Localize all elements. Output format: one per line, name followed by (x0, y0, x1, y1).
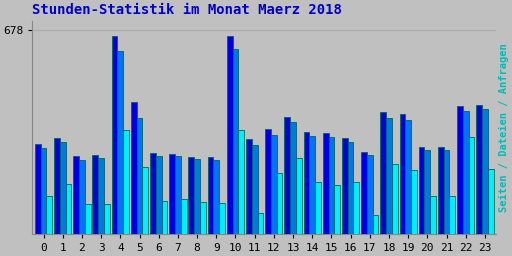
Bar (252, 145, 258, 234)
Bar (430, 196, 436, 234)
Bar (208, 157, 214, 234)
Bar (438, 147, 443, 234)
Bar (156, 156, 162, 234)
Bar (79, 160, 85, 234)
Bar (162, 200, 167, 234)
Bar (112, 36, 117, 234)
Bar (443, 150, 450, 234)
Bar (175, 156, 181, 234)
Bar (342, 138, 348, 234)
Bar (290, 122, 296, 234)
Bar (54, 138, 60, 234)
Bar (265, 129, 271, 234)
Bar (488, 169, 494, 234)
Bar (463, 111, 468, 234)
Bar (323, 133, 329, 234)
Bar (468, 137, 474, 234)
Bar (367, 155, 373, 234)
Bar (238, 130, 244, 234)
Bar (329, 137, 334, 234)
Bar (181, 199, 186, 234)
Bar (373, 215, 378, 234)
Bar (315, 183, 321, 234)
Bar (142, 167, 148, 234)
Bar (40, 148, 47, 234)
Bar (131, 102, 137, 234)
Bar (104, 204, 110, 234)
Bar (169, 154, 175, 234)
Bar (60, 142, 66, 234)
Bar (98, 158, 104, 234)
Bar (188, 157, 194, 234)
Bar (284, 117, 290, 234)
Bar (296, 158, 302, 234)
Bar (85, 204, 91, 234)
Bar (117, 51, 123, 234)
Bar (194, 159, 200, 234)
Bar (66, 184, 71, 234)
Bar (137, 119, 142, 234)
Bar (380, 112, 386, 234)
Bar (200, 202, 206, 234)
Bar (361, 152, 367, 234)
Bar (123, 130, 129, 234)
Bar (258, 212, 263, 234)
Bar (353, 183, 359, 234)
Bar (73, 156, 79, 234)
Bar (386, 118, 392, 234)
Bar (424, 150, 430, 234)
Y-axis label: Seiten / Dateien / Anfragen: Seiten / Dateien / Anfragen (499, 43, 509, 212)
Bar (304, 132, 309, 234)
Bar (399, 114, 406, 234)
Bar (276, 174, 283, 234)
Bar (457, 106, 463, 234)
Bar (219, 203, 225, 234)
Bar (93, 155, 98, 234)
Bar (392, 164, 398, 234)
Text: Stunden-Statistik im Monat Maerz 2018: Stunden-Statistik im Monat Maerz 2018 (32, 3, 342, 17)
Bar (35, 144, 40, 234)
Bar (419, 147, 424, 234)
Bar (482, 109, 488, 234)
Bar (227, 36, 232, 234)
Bar (411, 169, 417, 234)
Bar (334, 185, 340, 234)
Bar (476, 105, 482, 234)
Bar (271, 135, 276, 234)
Bar (214, 160, 219, 234)
Bar (47, 196, 52, 234)
Bar (150, 153, 156, 234)
Bar (450, 196, 455, 234)
Bar (246, 140, 252, 234)
Bar (348, 142, 353, 234)
Bar (309, 136, 315, 234)
Bar (232, 49, 238, 234)
Bar (406, 120, 411, 234)
